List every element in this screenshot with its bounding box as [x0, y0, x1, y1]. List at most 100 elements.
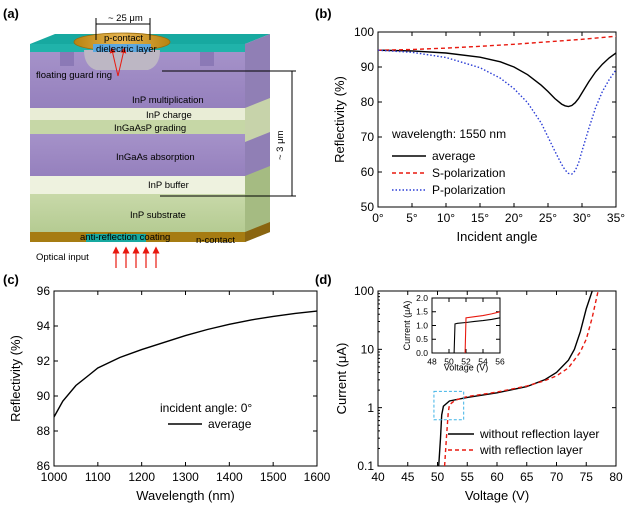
chart-current-vs-voltage: 40 45 50 55 60 65 70 75 80 0.1 1 10 100 Voltage (V) Cu…	[334, 284, 623, 503]
y-tick-label: 90	[37, 389, 51, 403]
series-line-p-polarization	[378, 49, 616, 175]
x-tick-label: 60	[490, 470, 504, 484]
panel-label-c: (c)	[3, 272, 19, 287]
series-line-s-polarization	[378, 35, 616, 51]
x-tick-label: 1000	[41, 470, 68, 484]
series-line-average	[54, 310, 317, 418]
side-face-contact	[245, 222, 270, 242]
substrate-label: InP substrate	[130, 210, 186, 221]
y-tick-label: 88	[37, 424, 51, 438]
inset-chart: 48 50 52 54 56 0.0 0.5 1.0 1.5 2.0 Voltage (V) Curr…	[402, 293, 505, 373]
x-tick-label: 45	[401, 470, 415, 484]
series-line-with-reflection-layer	[443, 291, 599, 466]
y-tick-label: 2.0	[416, 293, 428, 303]
x-tick-label: 50	[444, 357, 454, 367]
layer-substrate	[30, 194, 245, 232]
x-tick-label: 20°	[505, 211, 523, 225]
x-tick-label: 70	[550, 470, 564, 484]
x-axis-label: Voltage (V)	[444, 363, 489, 373]
x-tick-label: 1300	[172, 470, 199, 484]
x-axis-label: Incident angle	[457, 229, 538, 244]
optical-input-arrows	[112, 246, 160, 268]
y-tick-label: 1.5	[416, 307, 428, 317]
y-tick-label: 0.0	[416, 348, 428, 358]
y-tick-label: 0.1	[357, 459, 374, 473]
layer-grading	[30, 120, 245, 134]
x-tick-label: 1400	[216, 470, 243, 484]
plot-frame	[377, 31, 617, 208]
x-tick-label: 25°	[539, 211, 557, 225]
guard-ring-text: floating guard ring	[36, 70, 112, 81]
legend-entry: with reflection layer	[479, 443, 583, 457]
x-axis-label: Voltage (V)	[465, 488, 529, 503]
absorption-label: InGaAs absorption	[116, 152, 195, 163]
legend-entry: without reflection layer	[479, 427, 599, 441]
panel-label-d: (d)	[315, 272, 332, 287]
grading-label: InGaAsP grading	[114, 123, 186, 134]
x-tick-label: 5°	[406, 211, 418, 225]
annotation-incident-angle: incident angle: 0°	[160, 401, 252, 415]
n-contact-label: n-contact	[196, 235, 235, 246]
x-tick-label: 1600	[304, 470, 331, 484]
plot-frame	[53, 290, 318, 467]
width-label: ~ 25 μm	[108, 13, 143, 24]
x-tick-label: 1500	[260, 470, 287, 484]
y-axis-label: Current (μA)	[402, 301, 412, 351]
layer-absorption	[30, 134, 245, 176]
legend-entry: S-polarization	[432, 166, 505, 180]
multiplication-label: InP multiplication	[132, 95, 204, 106]
series-line-average	[378, 49, 616, 108]
legend-entry: P-polarization	[432, 183, 505, 197]
x-tick-label: 50	[431, 470, 445, 484]
y-tick-label: 80	[361, 95, 375, 109]
x-tick-label: 56	[495, 357, 505, 367]
x-tick-label: 30°	[573, 211, 591, 225]
x-tick-label: 65	[520, 470, 534, 484]
side-face-charge	[245, 98, 270, 142]
charge-label: InP charge	[146, 110, 192, 121]
y-tick-label: 100	[354, 284, 374, 298]
x-tick-label: 0°	[372, 211, 384, 225]
x-tick-label: 80	[609, 470, 623, 484]
x-tick-label: 75	[580, 470, 594, 484]
y-tick-label: 1	[367, 401, 374, 415]
chart-reflectivity-vs-wavelength: 1000 1100 1200 1300 1400 1500 1600 86 88 90 92 94 96…	[8, 284, 331, 503]
y-tick-label: 0.5	[416, 334, 428, 344]
legend-entry: average	[432, 149, 476, 163]
y-tick-label: 60	[361, 165, 375, 179]
annotation-wavelength: wavelength: 1550 nm	[391, 127, 506, 141]
dielectric-arrow-2	[117, 47, 127, 77]
device-schematic: ~ 25 μm ~ 3 μm p-contact dielectric laye…	[30, 13, 296, 268]
y-tick-label: 94	[37, 319, 51, 333]
y-tick-label: 70	[361, 130, 375, 144]
anti-reflection-layer	[86, 234, 146, 242]
x-tick-label: 40	[371, 470, 385, 484]
x-tick-label: 35°	[607, 211, 625, 225]
x-tick-label: 15°	[471, 211, 489, 225]
y-tick-label: 50	[361, 200, 375, 214]
guard-ring-right	[200, 52, 214, 66]
dielectric-arrow-1	[109, 47, 119, 77]
y-tick-label: 1.0	[416, 320, 428, 330]
buffer-label: InP buffer	[148, 180, 189, 191]
x-tick-label: 1200	[128, 470, 155, 484]
height-label: ~ 3 μm	[275, 130, 286, 160]
y-axis-label: Reflectivity (%)	[8, 335, 23, 422]
dielectric-label: dielectric layer	[96, 44, 157, 55]
p-contact-label: p-contact	[104, 33, 143, 44]
y-tick-label: 96	[37, 284, 51, 298]
x-tick-label: 48	[427, 357, 437, 367]
y-tick-label: 10	[361, 343, 375, 357]
y-tick-label: 100	[354, 25, 374, 39]
legend-entry: average	[208, 417, 252, 431]
y-axis-label: Reflectivity (%)	[332, 76, 347, 163]
series-line-without-reflection-layer	[453, 317, 500, 353]
y-axis-label: Current (μA)	[334, 343, 349, 415]
optical-input-label: Optical input	[36, 252, 89, 263]
x-tick-label: 54	[478, 357, 488, 367]
chart-reflectivity-vs-angle: 0° 5° 10° 15° 20° 25° 30° 35° 50 60 70 80 90 100 Incid…	[332, 25, 625, 244]
x-tick-label: 52	[461, 357, 471, 367]
series-line-with-reflection-layer	[464, 311, 500, 353]
x-tick-label: 10°	[437, 211, 455, 225]
